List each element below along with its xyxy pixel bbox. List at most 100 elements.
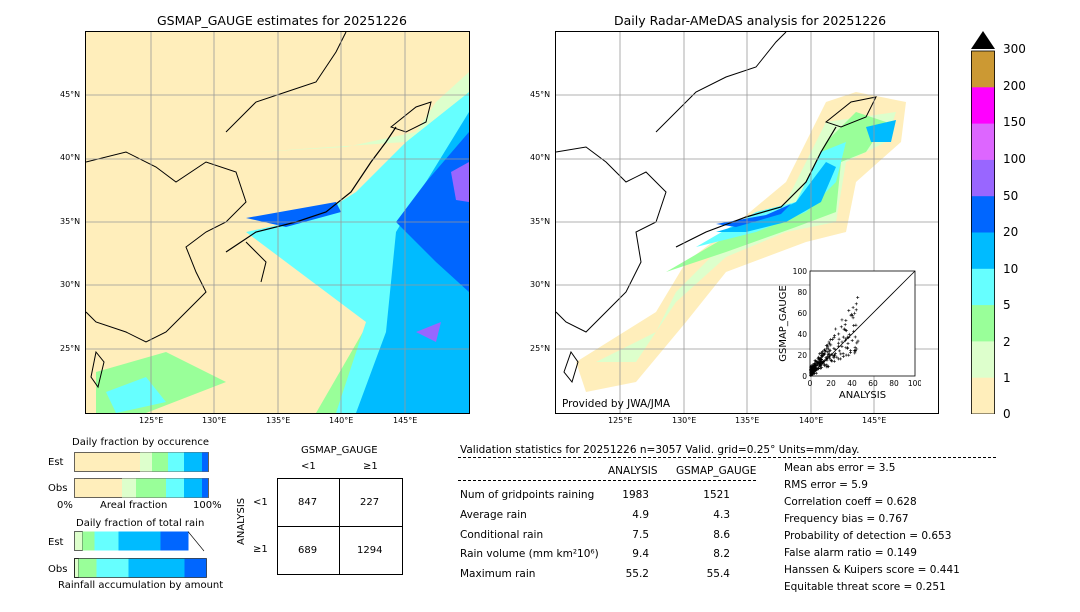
scatter-point — [841, 352, 845, 356]
scatter-point — [844, 329, 848, 333]
scatter-point — [809, 373, 813, 377]
scatter-point — [813, 359, 817, 363]
scatter-point — [854, 308, 858, 312]
scatter-x-tick: 100 — [908, 379, 921, 388]
scatter-y-tick: 60 — [797, 309, 807, 318]
scatter-point — [843, 339, 847, 343]
contingency-cell: 689 — [298, 545, 318, 556]
contingency-header: GSMAP_GAUGE — [301, 445, 378, 456]
scatter-point — [811, 372, 815, 376]
rain-fraction-footer: Rainfall accumulation by amount — [58, 580, 224, 591]
scatter-point — [847, 353, 851, 357]
colorbar-swatch — [971, 87, 995, 125]
score: Probability of detection = 0.653 — [784, 530, 952, 542]
scatter-point — [844, 318, 848, 322]
rain-obs-label: Obs — [48, 564, 68, 575]
scatter-point — [839, 325, 843, 329]
scatter-point — [851, 316, 855, 320]
stat-gsmap: 8.6 — [713, 529, 730, 541]
stat-analysis: 9.4 — [632, 548, 649, 560]
scatter-point — [837, 341, 841, 345]
scatter-point — [837, 337, 841, 341]
contingency-cell: 227 — [360, 497, 380, 508]
scatter-point — [854, 302, 858, 306]
scatter-point — [814, 371, 818, 375]
scatter-point — [834, 327, 838, 331]
stat-label: Average rain — [460, 509, 527, 521]
right-lon-tick: 130°E — [672, 416, 697, 425]
scatter-point — [825, 365, 829, 369]
stat-gsmap: 8.2 — [713, 548, 730, 560]
contingency-cell: 847 — [298, 497, 318, 508]
stat-label: Maximum rain — [460, 568, 536, 580]
scatter-inset: 0 20 40 60 80 100 0 20 40 60 80 100 ANALYSIS GSMAP_GA… — [776, 265, 922, 405]
scatter-point — [833, 352, 837, 356]
colorbar-label: 300 — [1003, 42, 1026, 56]
occurrence-chart — [74, 452, 209, 498]
colorbar-label: 0 — [1003, 407, 1011, 421]
scatter-point — [825, 358, 829, 362]
right-lat-tick: 45°N — [530, 90, 551, 99]
colorbar-swatch — [971, 341, 995, 379]
contingency-table: 847 227 689 1294 — [277, 478, 403, 575]
stat-analysis: 55.2 — [625, 568, 649, 580]
left-lat-tick: 35°N — [60, 217, 81, 226]
scatter-x-tick: 80 — [889, 379, 899, 388]
contingency-row-axis: ANALYSIS — [236, 497, 247, 545]
scatter-point — [855, 347, 859, 351]
scatter-point — [838, 357, 842, 361]
colorbar-label: 50 — [1003, 189, 1019, 203]
rain-fraction-chart — [74, 531, 209, 579]
scatter-point — [841, 354, 845, 358]
scatter-point — [837, 332, 841, 336]
colorbar-label: 2 — [1003, 335, 1011, 349]
scatter-point — [819, 360, 823, 364]
contingency-col1: <1 — [301, 461, 316, 472]
stat-label: Conditional rain — [460, 529, 544, 541]
scatter-point — [820, 351, 824, 355]
colorbar-swatch — [971, 377, 995, 415]
left-lat-tick: 30°N — [60, 280, 81, 289]
stat-gsmap: 1521 — [703, 489, 730, 501]
right-lat-tick: 40°N — [530, 153, 551, 162]
scatter-point — [818, 361, 822, 365]
data-credit: Provided by JWA/JMA — [562, 398, 671, 410]
right-lon-tick: 145°E — [862, 416, 887, 425]
score: Mean abs error = 3.5 — [784, 462, 896, 474]
scatter-point — [822, 352, 826, 356]
right-lon-tick: 125°E — [608, 416, 633, 425]
colorbar-swatch — [971, 159, 995, 197]
left-map — [85, 31, 470, 414]
scatter-point — [820, 360, 824, 364]
colorbar-swatch — [971, 232, 995, 270]
score: Equitable threat score = 0.251 — [784, 581, 946, 593]
scatter-point — [817, 367, 821, 371]
scatter-y-tick: 20 — [797, 351, 807, 360]
rain-fraction-title: Daily fraction of total rain — [76, 518, 205, 529]
scatter-point — [832, 336, 836, 340]
occurrence-obs-label: Obs — [48, 483, 68, 494]
right-map-title: Daily Radar-AMeDAS analysis for 20251226 — [614, 13, 887, 28]
right-map-canvas — [556, 32, 938, 413]
scatter-point — [840, 345, 844, 349]
scatter-point — [856, 296, 860, 300]
scatter-point — [844, 353, 848, 357]
scatter-point — [830, 359, 834, 363]
scatter-point — [849, 313, 853, 317]
scatter-point — [853, 335, 857, 339]
score: Frequency bias = 0.767 — [784, 513, 909, 525]
colorbar-swatch — [971, 268, 995, 306]
stats-col-analysis: ANALYSIS — [608, 465, 658, 477]
scatter-point — [847, 332, 851, 336]
scatter-point — [838, 349, 842, 353]
stat-label: Rain volume (mm km²10⁶) — [460, 548, 599, 560]
scatter-point — [841, 335, 845, 339]
colorbar-extend-arrow — [971, 31, 995, 49]
score: False alarm ratio = 0.149 — [784, 547, 917, 559]
colorbar — [971, 31, 995, 415]
scatter-point — [816, 355, 820, 359]
scatter-points — [808, 296, 860, 377]
colorbar-swatch — [971, 51, 995, 88]
occurrence-axis-max: 100% — [193, 500, 222, 511]
scatter-point — [812, 363, 816, 367]
